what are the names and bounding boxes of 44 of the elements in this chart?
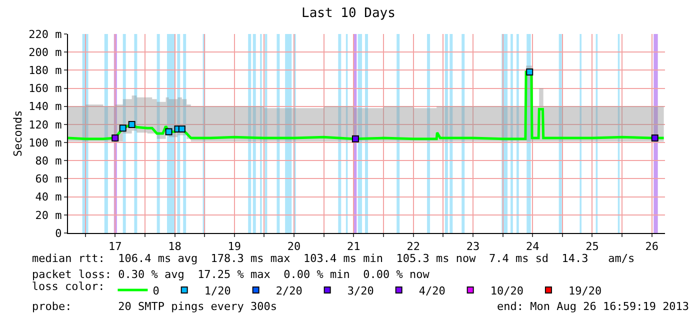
- x-tick-label: 22: [406, 240, 420, 254]
- legend-label: 1/20: [204, 284, 231, 298]
- x-tick-label: 24: [526, 240, 540, 254]
- point: [112, 134, 119, 142]
- y-tick-label: 40 m: [35, 190, 62, 204]
- text: median rtt: 106.4 ms avg 178.3 ms max 103.4 ms min 105.3 ms now 7.4 ms sd 14.3 am/s: [32, 252, 635, 265]
- y-tick-label: 200 m: [28, 46, 62, 59]
- legend-label: 0: [152, 284, 160, 298]
- point: [526, 68, 534, 76]
- point: [165, 128, 172, 136]
- x-tick-label: 25: [586, 240, 599, 254]
- y-tick-label: 60 m: [35, 172, 62, 186]
- legend-label: 10/20: [490, 284, 524, 298]
- legend-label: 4/20: [418, 284, 446, 298]
- y-tick-label: 160 m: [28, 82, 62, 96]
- y-tick-label: 0: [55, 226, 62, 240]
- x-tick-label: 26: [645, 240, 659, 254]
- y-tick-label: 180 m: [28, 64, 62, 78]
- legend-label: 19/20: [568, 284, 602, 298]
- point: [128, 120, 136, 128]
- x-tick-label: 18: [168, 240, 182, 254]
- x-tick-label: 21: [347, 240, 360, 254]
- legend-title: loss color:: [32, 280, 105, 293]
- legend-label: 2/20: [276, 284, 302, 298]
- x-tick-label: 19: [228, 240, 242, 254]
- point: [352, 135, 359, 142]
- y-tick-label: 140 m: [28, 100, 62, 114]
- y-tick-label: 100 m: [28, 136, 62, 150]
- x-tick-label: 17: [108, 240, 122, 254]
- y-tick-label: 20 m: [35, 208, 62, 222]
- x-tick-label: 20: [287, 240, 301, 254]
- text: packet loss: 0.30 % avg 17.25 % max 0.00 % min 0.00 % now: [32, 268, 430, 281]
- point: [119, 124, 126, 132]
- text: probe: 20 SMTP pings every 300s: [32, 300, 278, 313]
- x-tick-label: 23: [466, 240, 480, 254]
- y-tick-label: 120 m: [28, 118, 62, 132]
- point: [178, 125, 186, 132]
- chart-title: Last 10 Days: [302, 6, 396, 22]
- point: [651, 134, 658, 142]
- legend-label: 3/20: [347, 284, 374, 298]
- y-axis-title: Seconds: [11, 110, 24, 157]
- y-tick-label: 80 m: [35, 154, 62, 168]
- y-tick-label: 220 m: [28, 28, 62, 41]
- text: end: Mon Aug 26 16:59:19 2013: [497, 300, 690, 313]
